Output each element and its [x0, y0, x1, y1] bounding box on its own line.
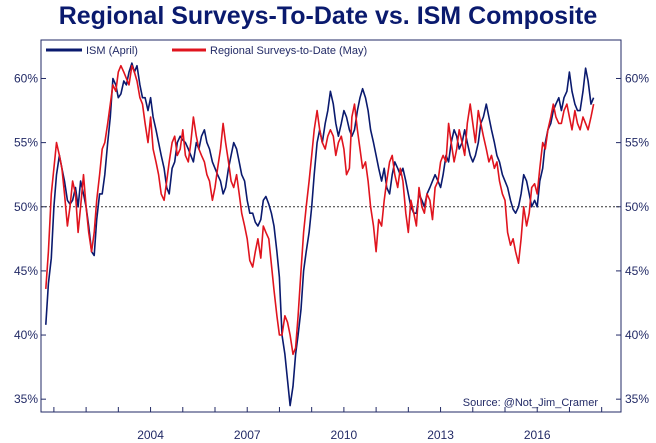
y-tick-label-left: 60%: [14, 71, 38, 85]
y-tick-label-left: 55%: [14, 136, 38, 150]
plot-frame: [40, 39, 622, 413]
x-tick-label: 2004: [137, 428, 164, 442]
x-tick-label: 2016: [524, 428, 551, 442]
legend-label-ism: ISM (April): [86, 45, 138, 57]
y-axis: 35% 35% 40% 40% 45% 45% 50% 50% 55% 55% 60% 60%: [14, 71, 649, 406]
y-tick-label-right: 45%: [625, 264, 649, 278]
source-note: Source: @Not_Jim_Cramer: [463, 397, 599, 409]
chart-title: Regional Surveys-To-Date vs. ISM Composi…: [58, 2, 598, 30]
y-tick-label-left: 35%: [14, 392, 38, 406]
y-tick-label-right: 55%: [625, 136, 649, 150]
y-tick-label-right: 50%: [625, 200, 649, 214]
x-axis: 2004 2007 2010 2013 2016: [53, 407, 603, 442]
y-tick-label-right: 35%: [625, 392, 649, 406]
series-line-regional: [45, 64, 595, 356]
legend: ISM (April) Regional Surveys-to-Date (Ma…: [46, 45, 367, 57]
x-tick-label: 2010: [331, 428, 358, 442]
y-tick-label-right: 60%: [625, 71, 649, 85]
x-tick-label: 2007: [234, 428, 261, 442]
y-tick-label-left: 45%: [14, 264, 38, 278]
x-tick-label: 2013: [427, 428, 454, 442]
y-tick-label-right: 40%: [625, 328, 649, 342]
y-tick-label-left: 40%: [14, 328, 38, 342]
legend-label-regional: Regional Surveys-to-Date (May): [210, 45, 367, 57]
y-tick-label-left: 50%: [14, 200, 38, 214]
series-layer: [45, 62, 595, 407]
